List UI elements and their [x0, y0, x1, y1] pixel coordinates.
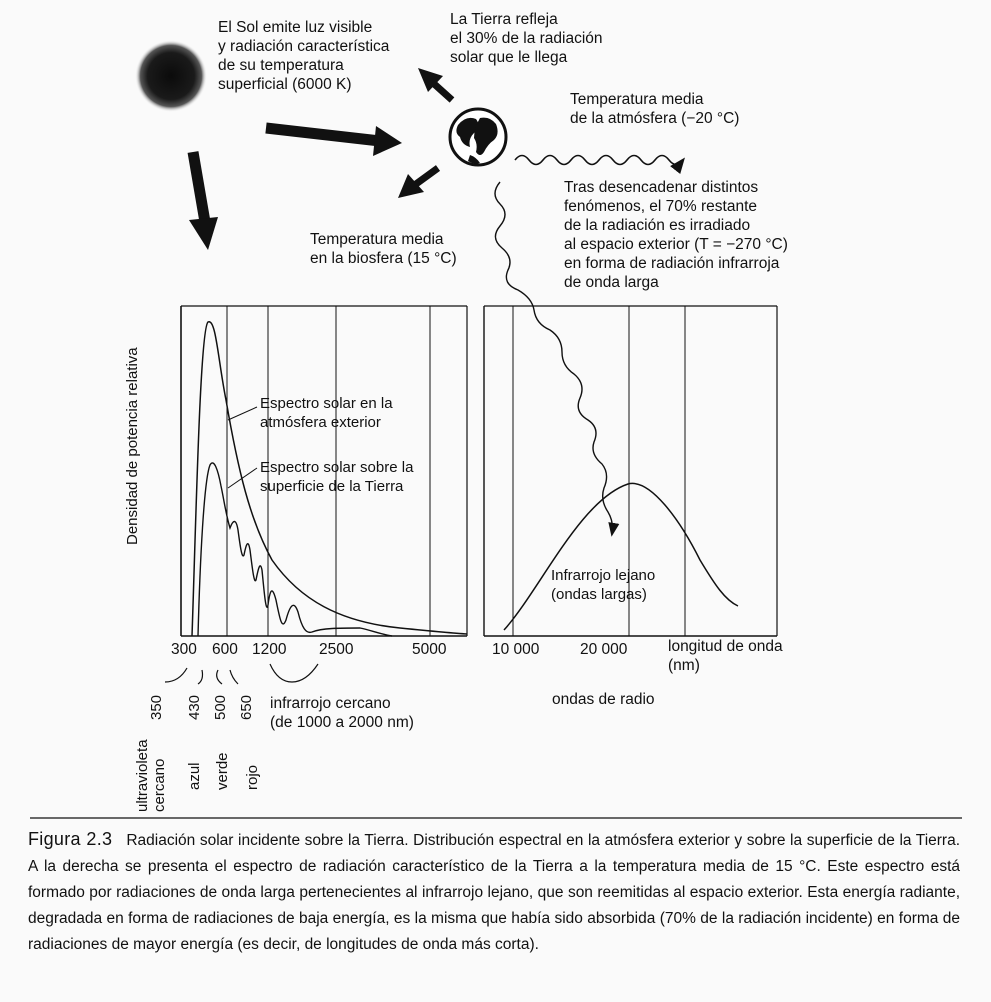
- band-value: 500: [212, 694, 229, 720]
- atmosphere-wave-arrow: [514, 154, 685, 175]
- band-name-red: rojo: [244, 764, 261, 790]
- figure-label: Figura 2.3: [28, 829, 113, 849]
- x-tick-label: 5000: [412, 641, 447, 658]
- sun-icon: [135, 40, 207, 112]
- earth-reflection-annotation: La Tierra refleja el 30% de la radiación…: [450, 11, 603, 66]
- far-infrared-label: Infrarrojo lejano (ondas largas): [551, 567, 656, 603]
- outer-atmosphere-spectrum-curve: [191, 321, 468, 637]
- band-name-blue: azul: [186, 762, 203, 790]
- band-name-green: verde: [214, 752, 231, 790]
- x-tick-label: 10 000: [492, 641, 540, 658]
- x-tick-label: 2500: [319, 641, 354, 658]
- surface-curve-leader: [227, 467, 258, 489]
- sun-annotation: El Sol emite luz visible y radiación car…: [218, 19, 390, 93]
- far-infrared-curve: [503, 482, 739, 631]
- x-tick-label: 300: [171, 641, 197, 658]
- band-name-ultraviolet: ultravioleta cercano: [134, 739, 168, 812]
- band-value: 650: [238, 694, 255, 720]
- band-brackets: [164, 663, 319, 685]
- infrared-wave-arrow: [494, 181, 620, 537]
- surface-spectrum-curve: [197, 462, 393, 637]
- outer-spectrum-label: Espectro solar en la atmósfera exterior: [260, 395, 393, 431]
- infrared-emission-annotation: Tras desencadenar distintos fenómenos, e…: [564, 179, 788, 291]
- near-infrared-label: infrarrojo cercano (de 1000 a 2000 nm): [270, 695, 414, 731]
- biosphere-temperature-annotation: Temperatura media en la biosfera (15 °C): [310, 231, 457, 267]
- right-spectrum-panel: [483, 305, 778, 637]
- x-tick-label: 20 000: [580, 641, 628, 658]
- y-axis-label: Densidad de potencia relativa: [124, 347, 141, 545]
- figure-caption: Figura 2.3 Radiación solar incidente sobr…: [28, 826, 960, 958]
- band-value: 350: [148, 694, 165, 720]
- incoming-radiation-arrow: [265, 122, 402, 156]
- left-spectrum-panel: [180, 305, 468, 637]
- caption-text: Radiación solar incidente sobre la Tierr…: [28, 832, 961, 953]
- reflected-radiation-arrow: [418, 68, 455, 103]
- x-tick-label: 1200: [252, 641, 287, 658]
- x-axis-label: longitud de onda (nm): [668, 638, 783, 674]
- radio-waves-label: ondas de radio: [552, 691, 655, 708]
- band-value: 430: [186, 694, 203, 720]
- x-tick-label: 600: [212, 641, 238, 658]
- downward-radiation-arrow: [187, 151, 218, 250]
- outer-curve-leader: [227, 406, 258, 421]
- biosphere-arrow: [398, 165, 441, 198]
- earth-icon: [448, 107, 508, 167]
- surface-spectrum-label: Espectro solar sobre la superficie de la…: [260, 459, 414, 495]
- atmosphere-temperature-annotation: Temperatura media de la atmósfera (−20 °…: [570, 91, 740, 127]
